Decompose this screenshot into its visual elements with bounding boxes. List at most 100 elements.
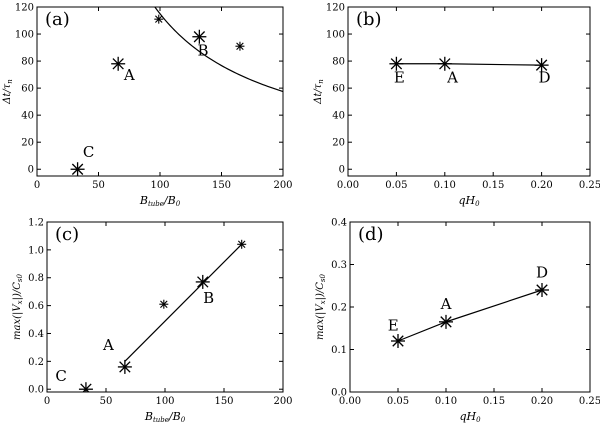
data-point-small (235, 41, 245, 51)
panel-label: (d) (358, 224, 384, 245)
x-tick-label: 100 (150, 180, 169, 191)
x-tick-label: 0.15 (482, 180, 504, 191)
x-tick-label: 0.15 (483, 396, 505, 407)
plot-area (389, 56, 549, 73)
x-axis-label: qH0 (458, 194, 480, 208)
point-label: D (536, 263, 548, 281)
data-point (535, 283, 549, 297)
point-label: C (55, 367, 66, 385)
point-label: C (83, 143, 94, 161)
y-tick-label: 1.0 (28, 245, 44, 256)
panel-a: 0 50 100 150 200 0 20 40 60 80 100 120 (a) Btube/B0 Δt… (2, 3, 293, 209)
y-tick-label: 80 (21, 57, 34, 68)
x-tick-label: 100 (155, 396, 174, 407)
x-tick-label: 0 (44, 396, 50, 407)
y-tick-label: 0.2 (331, 303, 347, 314)
x-tick-label: 0 (34, 180, 40, 191)
y-tick-label: 0 (28, 165, 34, 176)
y-tick-label: 1.2 (28, 218, 44, 229)
plot-frame (347, 6, 591, 177)
point-label: B (203, 289, 214, 307)
y-tick-label: 0 (339, 165, 345, 176)
data-point (389, 56, 404, 71)
point-label: A (123, 66, 135, 84)
y-tick-label: 0.3 (331, 260, 347, 271)
panel-label: (b) (356, 9, 382, 30)
y-tick-label: 60 (21, 84, 34, 95)
plot-frame (36, 6, 284, 177)
y-tick-label: 0.8 (28, 273, 44, 284)
point-label: E (388, 316, 399, 334)
x-tick-label: 0.25 (579, 180, 600, 191)
x-axis-label: Btube/B0 (144, 410, 186, 424)
x-axis-label: Btube/B0 (139, 194, 181, 208)
x-tick-label: 0.20 (531, 396, 553, 407)
y-axis-label: max(|Vx|)/Cs0 (12, 274, 24, 340)
series-line (124, 243, 243, 362)
data-point-small (154, 14, 164, 24)
data-point (192, 29, 207, 44)
plot-area (78, 239, 247, 392)
point-label: A (440, 295, 452, 313)
x-tick-label: 0.05 (385, 180, 407, 191)
y-tick-label: 0.1 (331, 345, 347, 356)
y-tick-label: 0.2 (28, 357, 44, 368)
plot-frame (46, 221, 284, 393)
data-point (534, 58, 549, 73)
y-tick-label: 100 (15, 30, 34, 41)
x-tick-label: 200 (273, 396, 292, 407)
data-point (111, 56, 126, 71)
x-axis-label: qH0 (459, 410, 481, 424)
fit-curve (154, 7, 283, 93)
x-tick-label: 50 (100, 396, 113, 407)
panel-label: (c) (55, 224, 79, 245)
x-tick-label: 0.00 (337, 180, 359, 191)
data-point (439, 314, 453, 329)
y-tick-label: 0.0 (331, 388, 347, 399)
plot-area (70, 7, 283, 176)
y-tick-label: 100 (326, 30, 345, 41)
panel-b: 0.00 0.05 0.10 0.15 0.20 0.25 0 20 40 60 80 100 120 (… (313, 3, 600, 209)
x-tick-label: 150 (212, 180, 231, 191)
plot-area (391, 283, 549, 348)
y-tick-label: 40 (332, 111, 345, 122)
data-point-small (159, 299, 169, 309)
x-tick-label: 0.10 (435, 396, 457, 407)
data-point (391, 334, 405, 348)
series-line (396, 63, 542, 66)
x-tick-label: 150 (214, 396, 233, 407)
point-label: D (538, 69, 550, 87)
y-tick-label: 0.4 (28, 329, 44, 340)
data-point (437, 56, 452, 71)
x-tick-label: 0.20 (530, 180, 552, 191)
y-tick-label: 0.0 (28, 385, 44, 396)
data-point (78, 382, 93, 392)
y-tick-label: 120 (15, 3, 34, 14)
x-tick-label: 0.25 (579, 396, 600, 407)
plot-frame (349, 221, 591, 393)
y-tick-label: 20 (332, 138, 345, 149)
x-tick-label: 0.10 (434, 180, 456, 191)
y-axis-label: Δt/τn (313, 79, 325, 105)
y-tick-label: 0.4 (331, 218, 347, 229)
data-point (70, 162, 85, 176)
point-label: B (198, 42, 209, 60)
panel-c: 0 50 100 150 200 0.0 0.2 0.4 0.6 0.8 1.0 1.2 (c) Btub… (12, 218, 293, 424)
data-point-small (237, 239, 247, 249)
point-label: E (394, 69, 405, 87)
y-tick-label: 120 (326, 3, 345, 14)
data-point (195, 274, 210, 289)
x-tick-label: 0.00 (339, 396, 361, 407)
y-tick-label: 60 (332, 84, 345, 95)
y-tick-label: 0.6 (28, 301, 44, 312)
point-label: A (102, 336, 114, 354)
series-line (397, 289, 543, 342)
x-tick-label: 50 (92, 180, 105, 191)
x-tick-label: 200 (273, 180, 292, 191)
y-tick-label: 80 (332, 57, 345, 68)
panel-label: (a) (45, 9, 70, 30)
y-tick-label: 20 (21, 138, 34, 149)
y-tick-label: 40 (21, 111, 34, 122)
y-axis-label: max(|Vx|)/Cs0 (315, 274, 327, 340)
